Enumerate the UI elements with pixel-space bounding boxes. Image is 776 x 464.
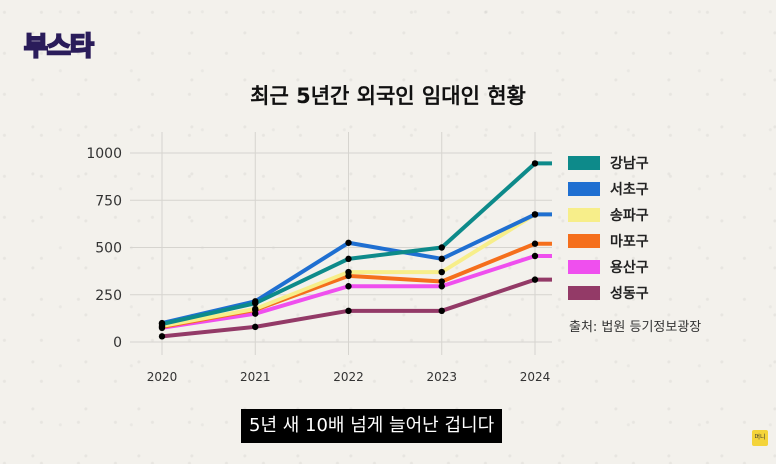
x-tick-label: 2021	[240, 370, 271, 384]
channel-logo: 부스타	[18, 22, 108, 72]
data-point	[252, 298, 259, 305]
data-point	[531, 211, 539, 218]
x-tick-label: 2022	[333, 370, 364, 384]
legend-swatch	[568, 234, 600, 248]
subtitle-caption: 5년 새 10배 넘게 늘어난 겁니다	[241, 409, 503, 443]
source-note: 출처: 법원 등기정보광장	[569, 320, 702, 335]
x-tick-label: 2023	[426, 370, 457, 384]
legend-label: 성동구	[610, 286, 649, 302]
legend-swatch	[568, 208, 600, 222]
legend-swatch	[568, 182, 600, 196]
data-point	[438, 283, 445, 290]
legend-item: 마포구	[568, 228, 649, 254]
data-point	[531, 240, 539, 247]
legend-swatch	[568, 156, 600, 170]
legend-label: 송파구	[610, 208, 649, 224]
legend-item: 강남구	[568, 150, 649, 176]
legend-swatch	[568, 260, 600, 274]
y-tick-label: 1000	[86, 146, 122, 162]
legend-label: 서초구	[610, 182, 649, 198]
y-tick-label: 250	[95, 288, 122, 304]
data-point	[345, 283, 352, 290]
data-point	[345, 255, 352, 263]
legend-label: 강남구	[610, 156, 649, 172]
y-tick-label: 0	[113, 335, 122, 351]
y-tick-label: 500	[95, 241, 122, 257]
data-point	[531, 276, 539, 283]
legend-item: 성동구	[568, 280, 649, 306]
logo-text: 부스타	[23, 31, 95, 63]
legend-item: 서초구	[568, 176, 649, 202]
data-point	[438, 268, 445, 276]
legend-label: 마포구	[610, 234, 649, 250]
data-point	[252, 310, 259, 317]
legend-swatch	[568, 286, 600, 300]
channel-badge: 머니	[752, 430, 768, 446]
y-tick-label: 750	[95, 193, 122, 209]
data-point	[252, 323, 259, 331]
x-tick-label: 2020	[147, 370, 178, 384]
data-point	[531, 160, 539, 167]
legend-item: 송파구	[568, 202, 649, 228]
data-point	[438, 307, 445, 315]
legend-item: 용산구	[568, 254, 649, 280]
data-point	[345, 272, 352, 280]
data-point	[345, 307, 352, 315]
data-point	[345, 239, 352, 246]
data-point	[158, 324, 166, 332]
data-point	[438, 255, 445, 263]
data-point	[438, 278, 445, 285]
data-point	[438, 244, 445, 251]
data-point	[158, 333, 166, 340]
data-point	[531, 252, 539, 260]
x-tick-label: 2024	[520, 370, 551, 384]
legend-label: 용산구	[610, 260, 649, 276]
chart-title: 최근 5년간 외국인 임대인 현황	[250, 84, 526, 108]
